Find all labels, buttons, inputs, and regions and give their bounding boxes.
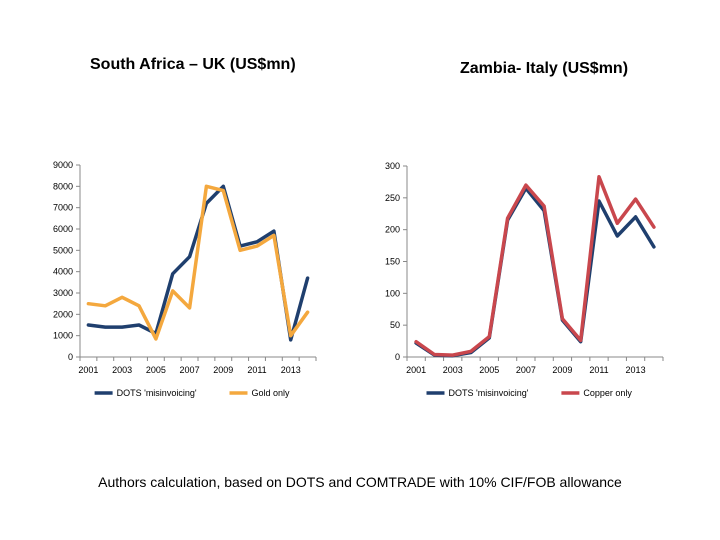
y-tick-label: 6000 (53, 224, 73, 234)
x-tick-label: 2003 (112, 365, 132, 375)
chart-title-south-africa-uk: South Africa – UK (US$mn) (90, 56, 296, 73)
y-tick-label: 1000 (53, 331, 73, 341)
x-tick-label: 2011 (247, 365, 266, 375)
x-tick-label: 2001 (78, 365, 98, 375)
x-tick-label: 2001 (406, 365, 426, 375)
y-tick-label: 50 (390, 320, 400, 330)
y-tick-label: 150 (385, 257, 400, 267)
y-tick-label: 100 (385, 288, 400, 298)
x-tick-label: 2013 (626, 365, 646, 375)
legend-label: Gold only (252, 388, 291, 398)
y-tick-label: 5000 (53, 245, 73, 255)
y-tick-label: 250 (385, 193, 400, 203)
series-line-dots-misinvoicing (414, 186, 656, 358)
y-tick-label: 9000 (53, 160, 73, 170)
x-tick-label: 2009 (213, 365, 233, 375)
legend-label: Copper only (583, 388, 632, 398)
y-tick-label: 0 (395, 352, 400, 362)
x-tick-label: 2005 (479, 365, 499, 375)
y-tick-label: 200 (385, 225, 400, 235)
x-tick-label: 2013 (281, 365, 301, 375)
y-tick-label: 8000 (53, 181, 73, 191)
legend-label: DOTS 'misinvoicing' (449, 388, 529, 398)
x-tick-label: 2005 (146, 365, 166, 375)
x-tick-label: 2009 (552, 365, 572, 375)
y-tick-label: 2000 (53, 309, 73, 319)
x-tick-label: 2007 (516, 365, 536, 375)
footnote: Authors calculation, based on DOTS and C… (98, 474, 622, 490)
x-tick-label: 2011 (589, 365, 608, 375)
series-line-dots-misinvoicing (86, 184, 310, 342)
y-tick-label: 0 (68, 352, 73, 362)
y-tick-label: 4000 (53, 267, 73, 277)
series-line-commodity (86, 184, 310, 341)
y-tick-label: 7000 (53, 203, 73, 213)
x-tick-label: 2003 (443, 365, 463, 375)
series-line-commodity (414, 175, 656, 357)
y-tick-label: 300 (385, 161, 400, 171)
y-tick-label: 3000 (53, 288, 73, 298)
chart-title-zambia-italy: Zambia- Italy (US$mn) (460, 60, 629, 77)
x-tick-label: 2007 (180, 365, 200, 375)
legend-label: DOTS 'misinvoicing' (117, 388, 197, 398)
